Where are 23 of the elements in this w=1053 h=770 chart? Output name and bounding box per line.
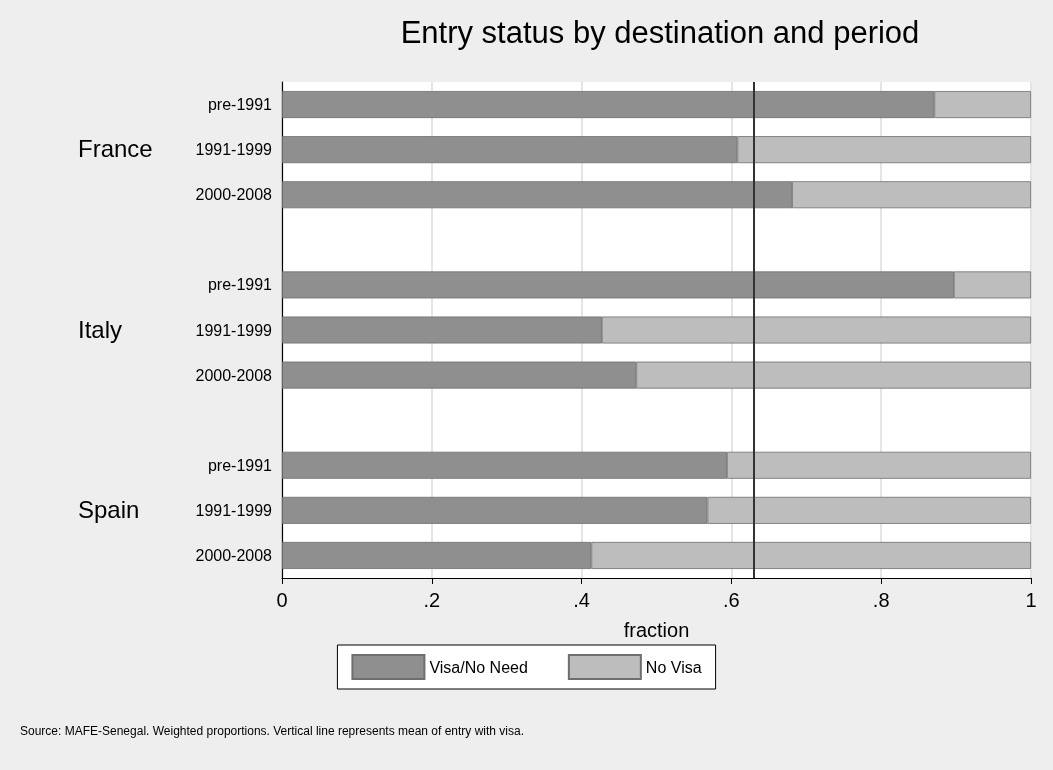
y-tick-label: 2000-2008: [195, 366, 273, 384]
y-tick-label: pre-1991: [207, 456, 273, 474]
y-tick-label: pre-1991: [207, 96, 273, 114]
source-note: Source: MAFE-Senegal. Weighted proportions. Vertical line represents mean of entry with visa.: [20, 724, 525, 738]
y-tick-label: pre-1991: [207, 276, 273, 294]
legend-label: Visa/No Need: [429, 658, 528, 676]
x-tick-label: .8: [872, 589, 890, 611]
text: France: [78, 135, 153, 163]
x-tick-label: .2: [423, 589, 441, 611]
chart-title: Entry status by destination and period: [400, 15, 920, 50]
text: Spain: [78, 495, 140, 523]
x-tick-label: 0: [276, 589, 288, 611]
y-tick-label: 1991-1999: [195, 321, 273, 339]
legend-label: No Visa: [645, 658, 702, 676]
x-axis-title: fraction: [623, 619, 690, 641]
x-tick-label: .6: [723, 589, 740, 611]
y-tick-label: 1991-1999: [195, 501, 273, 519]
y-tick-label: 2000-2008: [195, 546, 273, 564]
y-tick-label: 2000-2008: [195, 186, 273, 204]
x-tick-label: 1: [1025, 589, 1037, 611]
text: Italy: [78, 315, 123, 343]
x-tick-label: .4: [573, 589, 590, 611]
y-tick-label: 1991-1999: [195, 141, 273, 159]
